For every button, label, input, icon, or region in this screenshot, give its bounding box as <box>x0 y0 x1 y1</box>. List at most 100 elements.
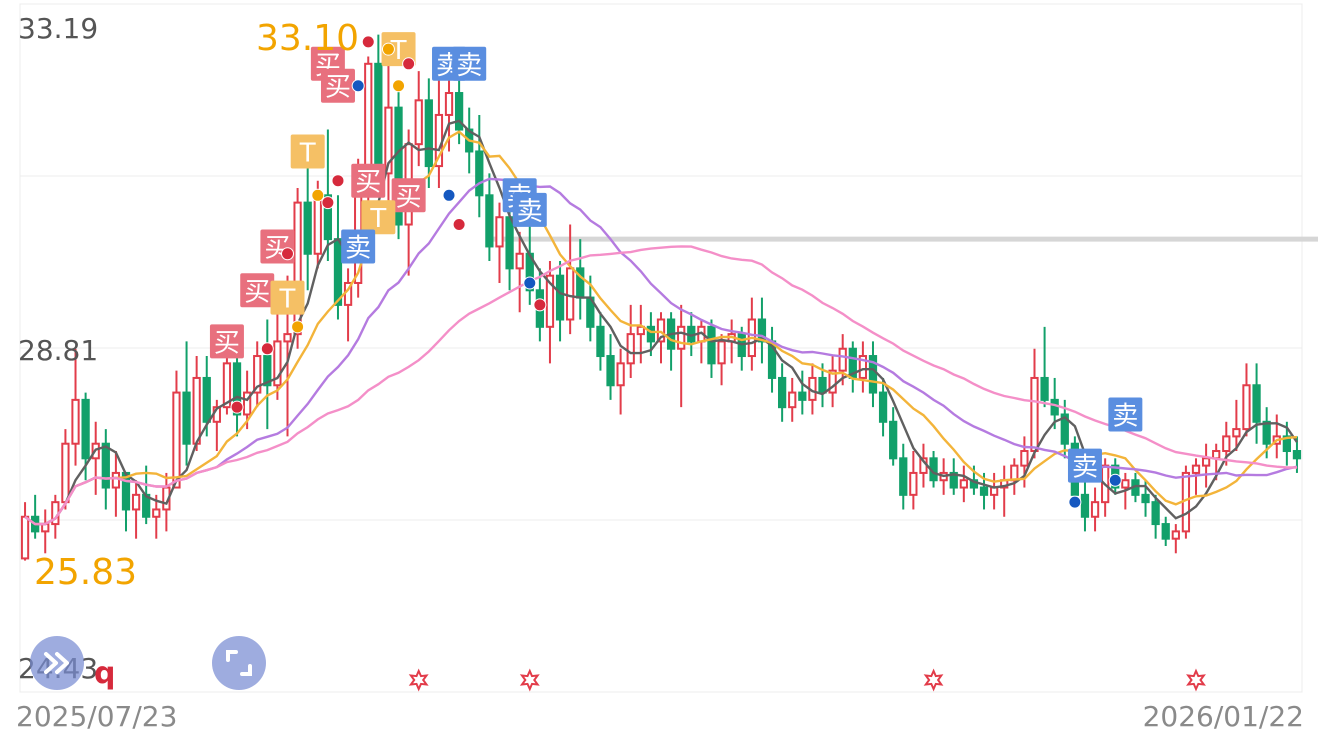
signals: 买买买买买买买TTTT卖卖卖卖卖卖卖 <box>209 32 1143 483</box>
signal-tag: T <box>290 134 325 169</box>
signal-dot <box>260 342 274 356</box>
signal-tag: T <box>270 280 305 315</box>
candle-body <box>1212 450 1221 460</box>
candle-body <box>374 62 383 175</box>
signal-tag: 买 <box>351 163 386 198</box>
low-price-label: 25.83 <box>34 552 138 593</box>
star-icon <box>923 668 944 692</box>
candle-body <box>192 376 201 445</box>
star-icon <box>408 668 429 692</box>
signal-dot <box>331 174 345 188</box>
signal-tag-text: 买 <box>325 73 351 103</box>
candle-body <box>242 391 252 416</box>
star-icon <box>1186 668 1206 692</box>
candle-body <box>323 194 333 241</box>
signal-dot <box>402 57 416 71</box>
candle-body <box>505 216 514 270</box>
signal-tag-text: 买 <box>214 328 240 358</box>
candle-body <box>111 471 121 489</box>
y-tick-top: 33.19 <box>18 12 99 45</box>
candle-body <box>828 369 837 394</box>
candle-body <box>616 362 625 387</box>
signal-dot <box>1068 495 1082 509</box>
candle-body <box>1292 450 1302 460</box>
signal-tag-text: 买 <box>244 277 270 307</box>
candle-body <box>555 274 565 321</box>
candle-body <box>838 347 847 372</box>
candle-body <box>1171 530 1180 540</box>
candle-body <box>949 471 958 489</box>
signal-tag-text: 买 <box>396 182 422 212</box>
signal-tag-text: 买 <box>355 168 381 198</box>
candle-body <box>414 99 423 146</box>
candle-body <box>1090 501 1100 518</box>
candle-body <box>1141 493 1150 504</box>
candle-body <box>1030 376 1039 453</box>
signal-dot <box>1108 473 1122 487</box>
signal-dot <box>452 218 466 232</box>
candle-body <box>61 442 70 504</box>
signal-tag-bg <box>320 68 355 103</box>
candle-body <box>1282 435 1291 453</box>
candle-body <box>878 391 888 423</box>
signal-dot <box>321 196 335 210</box>
candle-body <box>899 457 908 496</box>
signal-tag-text: 卖 <box>1112 401 1138 431</box>
candle-body <box>1151 501 1160 526</box>
candle-body <box>263 355 272 387</box>
signal-tag-bg <box>452 46 487 81</box>
signal-tag-text: T <box>299 138 316 168</box>
candle-body <box>131 493 141 511</box>
signal-tag-bg <box>341 229 376 264</box>
fullscreen-icon[interactable] <box>212 636 266 690</box>
signal-tag-bg <box>351 163 386 198</box>
signal-tag: T <box>361 200 396 235</box>
candle-body <box>152 508 161 518</box>
signal-tag-bg <box>240 273 275 308</box>
signal-tag: 卖 <box>512 192 547 227</box>
signal-dot <box>281 247 295 261</box>
candle-body <box>798 391 807 401</box>
signal-tag-bg <box>1067 448 1102 483</box>
candle-body <box>606 355 615 387</box>
signal-tag: 卖 <box>452 46 487 81</box>
candle-body <box>202 376 211 423</box>
candle-body <box>1010 464 1019 482</box>
candle-body <box>1222 435 1231 453</box>
candle-body <box>626 333 635 365</box>
signal-dot <box>230 400 244 414</box>
candles <box>20 34 1302 561</box>
signal-dot <box>533 298 547 312</box>
candle-body <box>858 355 868 379</box>
candle-body <box>313 194 322 255</box>
candle-body <box>717 340 726 365</box>
candle-body <box>182 391 191 445</box>
signal-tag: 买 <box>240 273 275 308</box>
candle-body <box>889 420 898 460</box>
candle-body <box>1060 413 1069 445</box>
candle-body <box>788 391 797 409</box>
candle-body <box>868 355 878 394</box>
candle-body <box>283 333 292 343</box>
candle-body <box>707 325 716 365</box>
candle-body <box>232 362 242 416</box>
candle-body <box>1020 450 1029 467</box>
signal-tag: 买 <box>209 324 244 359</box>
candle-body <box>222 362 232 409</box>
signal-dot <box>523 276 537 290</box>
signal-tag: 买 <box>391 178 426 213</box>
signal-dot <box>392 79 406 93</box>
candle-body <box>646 325 656 343</box>
double-chevron-icon[interactable] <box>30 636 84 690</box>
candle-body <box>979 486 989 496</box>
x-label-start: 2025/07/23 <box>16 700 178 733</box>
signal-tag: 卖 <box>1067 448 1102 483</box>
signal-tag-text: T <box>369 204 386 234</box>
candle-body <box>1121 479 1130 489</box>
candle-body <box>818 376 827 394</box>
candle-body <box>475 150 484 197</box>
q-marker: q <box>94 656 116 691</box>
candle-body <box>20 515 30 560</box>
fullscreen-glyph <box>226 650 252 676</box>
signal-tag: 买 <box>320 68 355 103</box>
